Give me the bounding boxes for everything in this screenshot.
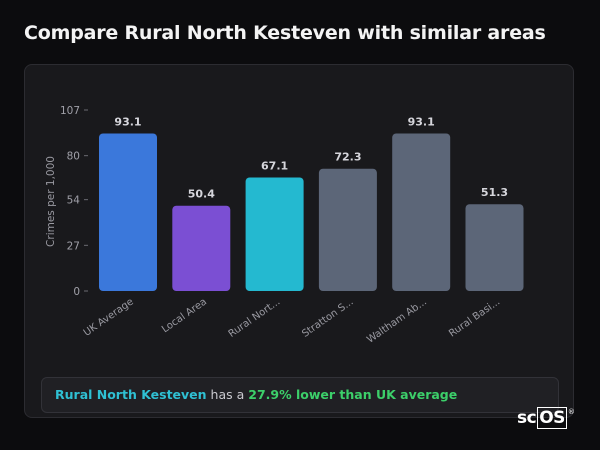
scos-logo: sc OS ®: [517, 407, 575, 429]
bar-value-label: 51.3: [481, 186, 508, 199]
y-axis-label: Crimes per 1,000: [45, 156, 57, 247]
logo-registered-mark: ®: [567, 408, 575, 416]
bar-chart: Crimes per 1,000 0 27 54 80 107 93.1 UK Average…: [45, 105, 524, 346]
bar-value-label: 72.3: [334, 151, 361, 164]
logo-boxed-text: OS: [537, 407, 567, 429]
bar-value-label: 50.4: [188, 188, 215, 201]
summary-area-name: Rural North Kesteven: [55, 387, 207, 402]
summary-connector: has a: [206, 387, 249, 402]
x-tick-label: UK Average: [82, 296, 136, 338]
bar-value-label: 67.1: [261, 159, 288, 172]
bar-5: [392, 133, 451, 291]
bar-value-label: 93.1: [408, 116, 435, 129]
x-tick-label: Local Area: [160, 296, 209, 335]
y-tick-label: 80: [67, 151, 80, 163]
chart-panel: Crimes per 1,000 0 27 54 80 107 93.1 UK Average…: [24, 64, 574, 418]
y-tick-label: 54: [67, 195, 81, 207]
bar-2: [172, 205, 231, 291]
bar-3: [245, 177, 304, 291]
bar-1: [99, 133, 157, 291]
x-tick-label: Rural Nort...: [227, 296, 283, 340]
logo-prefix: sc: [517, 408, 537, 428]
bar-4: [318, 168, 377, 291]
comparison-summary: Rural North Kesteven has a 27.9% lower t…: [41, 377, 559, 413]
y-tick-label: 27: [67, 240, 80, 252]
page-title: Compare Rural North Kesteven with simila…: [24, 22, 546, 44]
y-tick-label: 107: [60, 105, 80, 117]
summary-comparison: 27.9% lower than UK average: [248, 387, 458, 402]
y-tick-label: 0: [73, 286, 80, 298]
bar-6: [465, 204, 524, 291]
x-tick-label: Rural Basi...: [447, 296, 502, 339]
x-tick-label: Stratton S...: [300, 296, 355, 339]
bar-value-label: 93.1: [114, 116, 141, 129]
x-tick-label: Waltham Ab...: [365, 296, 429, 345]
